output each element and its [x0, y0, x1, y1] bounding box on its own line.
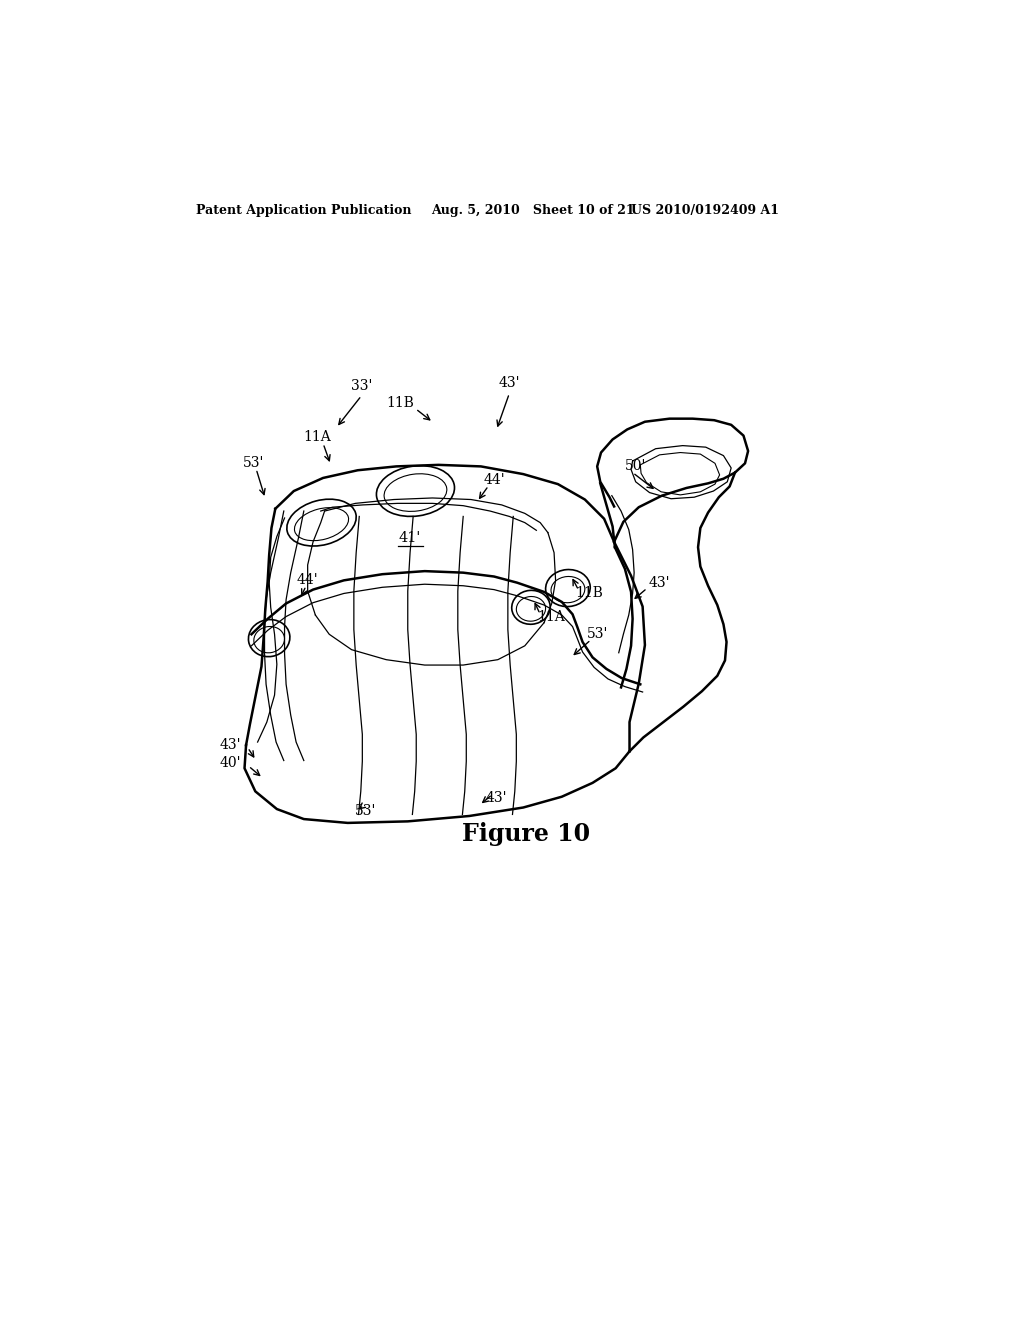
Ellipse shape [551, 577, 585, 603]
Text: 53': 53' [243, 455, 264, 470]
Text: Aug. 5, 2010   Sheet 10 of 21: Aug. 5, 2010 Sheet 10 of 21 [431, 205, 635, 218]
Ellipse shape [516, 597, 546, 622]
Text: 11B: 11B [575, 586, 603, 601]
Text: Patent Application Publication: Patent Application Publication [196, 205, 412, 218]
Ellipse shape [287, 499, 356, 546]
Text: 53': 53' [354, 804, 376, 817]
Text: 43': 43' [499, 376, 520, 391]
Ellipse shape [254, 627, 285, 653]
Text: 41': 41' [398, 531, 421, 545]
Ellipse shape [295, 508, 348, 541]
Ellipse shape [384, 474, 446, 511]
Text: 40': 40' [219, 756, 241, 770]
Ellipse shape [377, 466, 455, 516]
Text: 33': 33' [351, 379, 373, 392]
Text: 43': 43' [219, 738, 241, 752]
Text: 44': 44' [483, 474, 505, 487]
Text: 50': 50' [625, 459, 646, 474]
Text: 11A: 11A [303, 430, 331, 444]
Ellipse shape [512, 590, 550, 624]
Text: 43': 43' [649, 577, 671, 590]
Text: 11A: 11A [538, 610, 565, 624]
Ellipse shape [249, 619, 290, 656]
Text: 43': 43' [485, 792, 507, 805]
Text: 11B: 11B [386, 396, 414, 411]
Text: Figure 10: Figure 10 [462, 822, 590, 846]
Text: US 2010/0192409 A1: US 2010/0192409 A1 [631, 205, 779, 218]
Text: 44': 44' [296, 573, 317, 587]
Text: 53': 53' [587, 627, 608, 642]
Ellipse shape [546, 569, 590, 607]
